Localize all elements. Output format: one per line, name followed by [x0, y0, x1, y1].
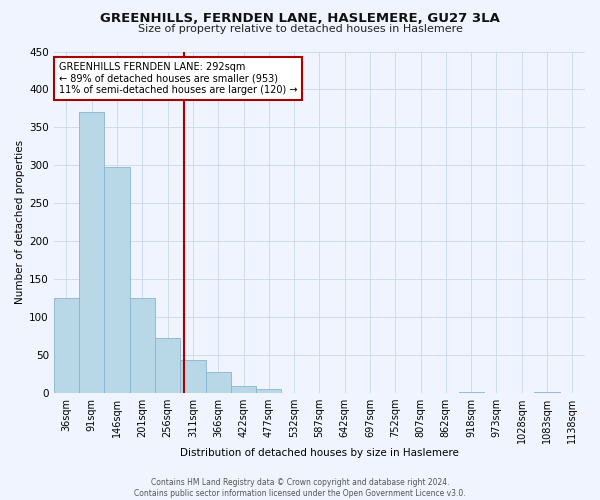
Bar [458, 392, 484, 393]
Y-axis label: Number of detached properties: Number of detached properties [15, 140, 25, 304]
Bar [54, 298, 79, 393]
Text: GREENHILLS FERNDEN LANE: 292sqm
← 89% of detached houses are smaller (953)
11% o: GREENHILLS FERNDEN LANE: 292sqm ← 89% of… [59, 62, 298, 95]
Text: GREENHILLS, FERNDEN LANE, HASLEMERE, GU27 3LA: GREENHILLS, FERNDEN LANE, HASLEMERE, GU2… [100, 12, 500, 26]
Text: Size of property relative to detached houses in Haslemere: Size of property relative to detached ho… [137, 24, 463, 34]
Bar [155, 338, 180, 393]
Text: Contains HM Land Registry data © Crown copyright and database right 2024.
Contai: Contains HM Land Registry data © Crown c… [134, 478, 466, 498]
Bar [180, 360, 206, 393]
Bar [206, 372, 231, 393]
Bar [231, 386, 256, 393]
Bar [104, 167, 130, 393]
X-axis label: Distribution of detached houses by size in Haslemere: Distribution of detached houses by size … [180, 448, 459, 458]
Bar [130, 298, 155, 393]
Bar [79, 112, 104, 393]
Bar [535, 392, 560, 393]
Bar [256, 390, 281, 393]
